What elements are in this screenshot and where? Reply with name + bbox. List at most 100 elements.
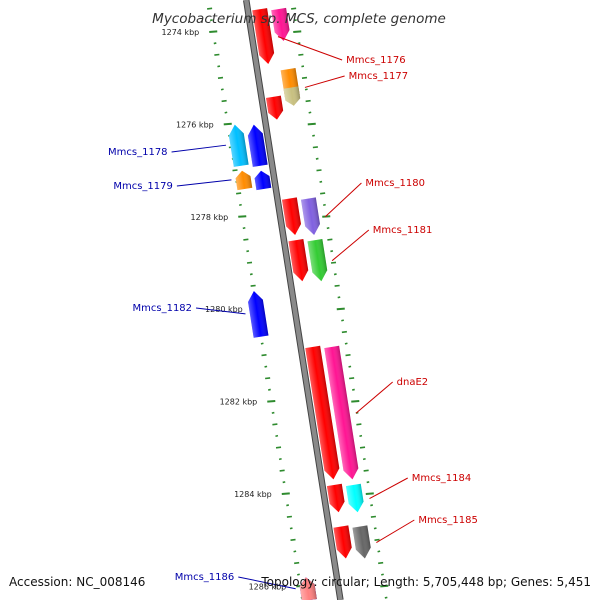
scale-mark bbox=[341, 330, 347, 334]
scale-mark bbox=[297, 573, 300, 576]
label-leader bbox=[238, 576, 296, 590]
gene-label: Mmcs_1180 bbox=[365, 178, 425, 189]
scale-mark bbox=[344, 342, 348, 345]
scale-mark bbox=[291, 7, 297, 10]
tick-label: 1276 kbp bbox=[176, 120, 214, 129]
tick-label: 1286 kbp bbox=[249, 582, 287, 591]
scale-mark bbox=[298, 53, 304, 56]
gene-label: Mmcs_1179 bbox=[113, 181, 173, 192]
scale-mark bbox=[289, 527, 293, 530]
scale-mark bbox=[214, 53, 220, 56]
scale-mark bbox=[220, 88, 224, 91]
gene-arrow bbox=[345, 483, 364, 513]
scale-mark bbox=[380, 584, 389, 588]
scale-mark bbox=[362, 457, 366, 461]
gene-label: Mmcs_1184 bbox=[412, 473, 472, 484]
gene-arrow bbox=[288, 238, 309, 282]
scale-mark bbox=[349, 377, 355, 380]
scale-mark bbox=[316, 169, 322, 172]
scale-mark bbox=[305, 99, 311, 103]
scale-mark bbox=[279, 469, 285, 472]
tick-label: 1284 kbp bbox=[234, 490, 272, 499]
scale-mark bbox=[224, 111, 228, 114]
scale-mark bbox=[217, 65, 221, 68]
scale-mark bbox=[351, 400, 360, 403]
scale-mark bbox=[278, 457, 282, 461]
scale-mark bbox=[378, 561, 384, 565]
scale-mark bbox=[348, 365, 352, 368]
gene-arrow bbox=[300, 197, 320, 236]
label-leader bbox=[277, 36, 343, 61]
map-title: Mycobacterium sp. MCS, complete genome bbox=[152, 11, 446, 27]
scale-mark bbox=[337, 296, 341, 299]
scale-mark bbox=[223, 122, 232, 126]
scale-mark bbox=[232, 169, 238, 172]
scale-mark bbox=[308, 111, 312, 114]
scale-mark bbox=[238, 215, 247, 218]
gene-label: Mmcs_1186 bbox=[175, 572, 235, 583]
scale-mark bbox=[271, 411, 275, 414]
gene-arrow bbox=[235, 170, 253, 191]
label-leader bbox=[355, 381, 393, 414]
scale-mark bbox=[286, 504, 290, 507]
gene-arrow bbox=[271, 7, 290, 42]
scale-mark bbox=[359, 434, 363, 438]
scale-mark bbox=[272, 423, 278, 426]
gene-arrow bbox=[247, 124, 268, 167]
tick-label: 1274 kbp bbox=[162, 28, 200, 37]
scale-mark bbox=[209, 30, 218, 33]
scale-mark bbox=[250, 284, 256, 287]
accession-text: Accession: NC_008146 bbox=[9, 575, 145, 589]
scale-mark bbox=[301, 65, 305, 68]
topology-text: Topology: circular; Length: 5,705,448 bp… bbox=[260, 575, 591, 589]
label-leader bbox=[376, 519, 415, 543]
scale-mark bbox=[249, 273, 253, 276]
scale-mark bbox=[334, 284, 340, 287]
scale-mark bbox=[264, 365, 268, 368]
gene-labels: Mmcs_1176 Mmcs_1177 Mmcs_1180 Mmcs_1181 dnaE… bbox=[108, 36, 478, 590]
scale-mark bbox=[327, 238, 333, 241]
label-leader bbox=[171, 144, 227, 153]
scale-mark bbox=[213, 42, 217, 45]
gene-label: Mmcs_1177 bbox=[349, 71, 409, 82]
scale-mark bbox=[366, 481, 370, 484]
scale-mark bbox=[315, 157, 319, 160]
scale-mark bbox=[282, 481, 286, 484]
scale-mark bbox=[363, 469, 369, 472]
scale-mark bbox=[370, 504, 374, 507]
gene-label: dnaE2 bbox=[397, 377, 429, 388]
tick-label: 1280 kbp bbox=[205, 305, 243, 314]
scale-mark bbox=[384, 596, 388, 599]
tick-label: 1278 kbp bbox=[191, 213, 229, 222]
scale-mark bbox=[381, 573, 384, 576]
scale-mark bbox=[242, 226, 246, 230]
gene-arrow bbox=[307, 238, 328, 282]
label-leader bbox=[176, 179, 232, 187]
scale-mark bbox=[275, 446, 282, 449]
scale-mark bbox=[217, 76, 224, 79]
gene-arrow bbox=[254, 170, 272, 191]
gene-arrow bbox=[324, 345, 359, 480]
scale-mark bbox=[336, 307, 345, 311]
gene-arrow bbox=[326, 483, 345, 513]
gene-arrow bbox=[299, 577, 317, 600]
gene-arrow bbox=[352, 525, 371, 559]
scale-mark bbox=[293, 19, 297, 22]
gene-arrow bbox=[248, 290, 269, 338]
scale-mark bbox=[333, 273, 337, 276]
scale-mark bbox=[326, 226, 330, 230]
label-leader bbox=[304, 75, 345, 88]
scale-mark bbox=[312, 134, 315, 137]
scale-mark bbox=[323, 203, 326, 207]
gene-arrow bbox=[252, 8, 275, 65]
label-leader bbox=[195, 307, 246, 315]
scale-mark bbox=[265, 377, 271, 380]
scale-mark bbox=[239, 203, 242, 207]
scale-mark bbox=[319, 180, 323, 183]
scale-mark bbox=[301, 76, 308, 79]
scale-mark bbox=[207, 7, 213, 10]
scale-mark bbox=[320, 192, 326, 195]
scale-mark bbox=[294, 561, 300, 565]
scale-mark bbox=[246, 250, 250, 253]
